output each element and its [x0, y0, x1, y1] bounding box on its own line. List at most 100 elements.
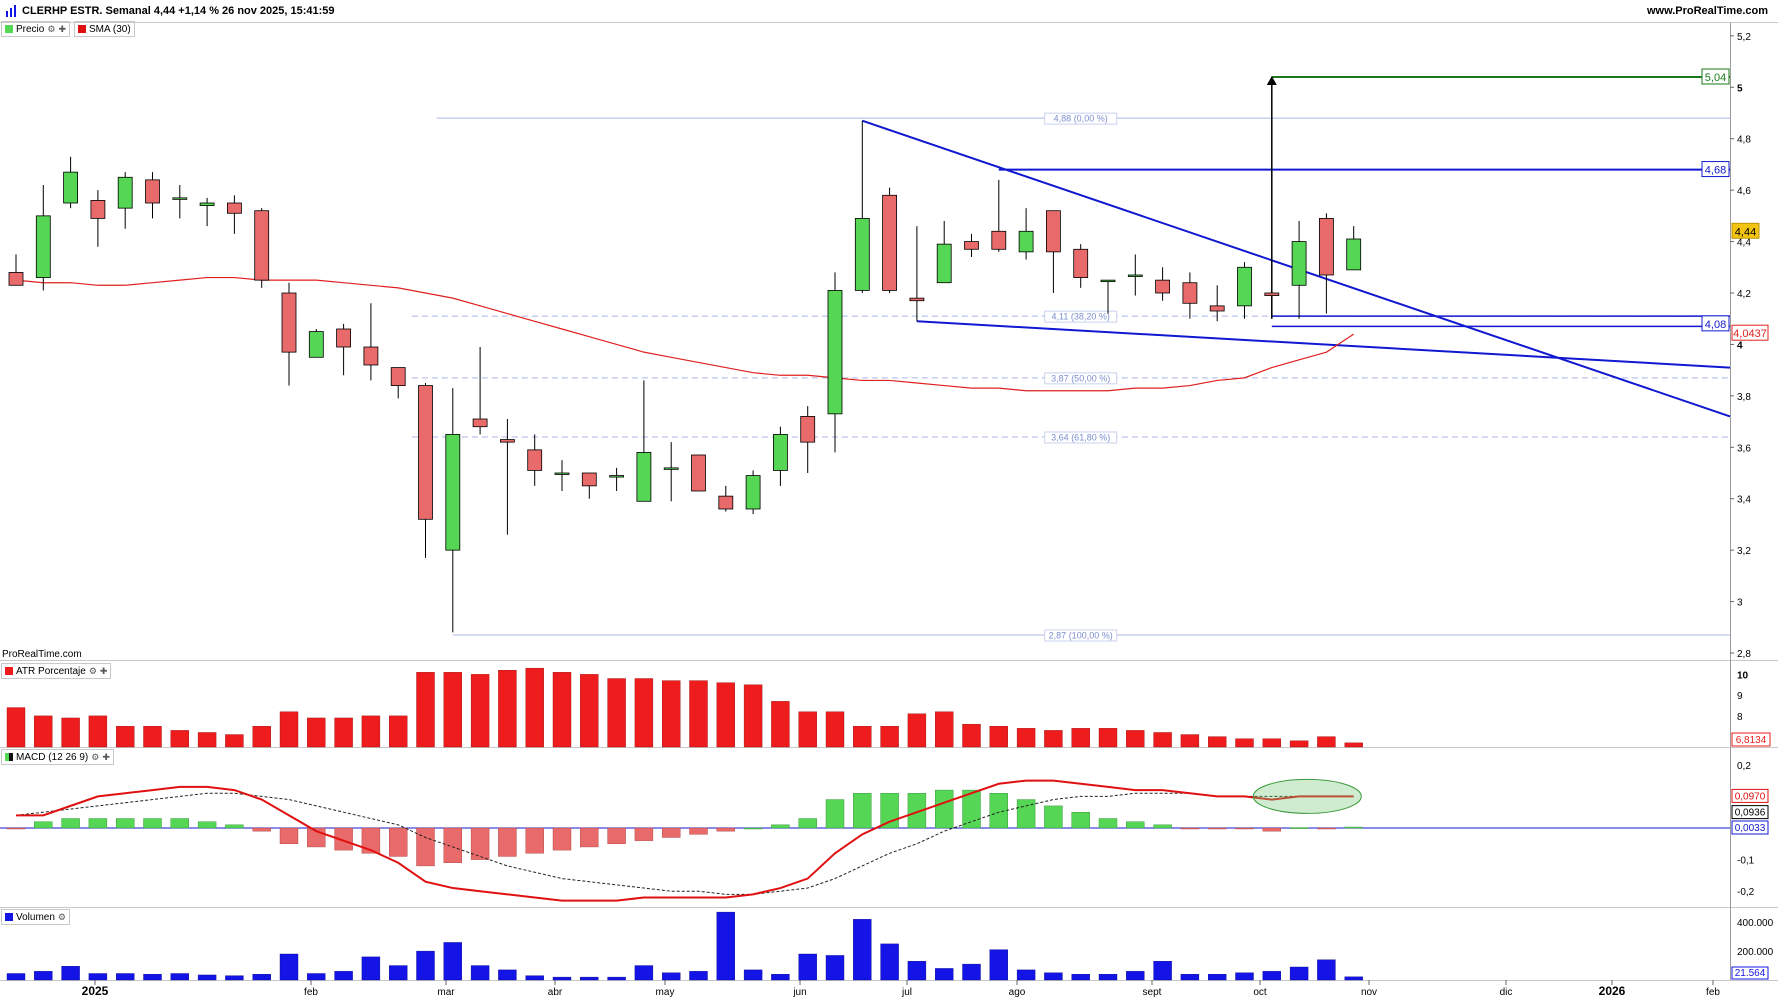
- volume-bar: [170, 973, 190, 981]
- volume-bar: [1071, 974, 1090, 981]
- atr-bar: [798, 711, 817, 748]
- macd-histogram-bar: [907, 793, 927, 829]
- candle-body: [336, 328, 352, 348]
- price-tick-label: 3: [1737, 598, 1743, 609]
- atr-bar: [498, 670, 517, 748]
- atr-bar: [1317, 736, 1336, 748]
- volume-bar: [115, 973, 135, 981]
- volume-bar: [1317, 959, 1336, 981]
- month-label: abr: [548, 987, 563, 998]
- macd-histogram-bar: [252, 827, 271, 832]
- wrench-icon[interactable]: ⚙: [88, 665, 97, 676]
- volume-bar: [1098, 974, 1118, 981]
- atr-bar: [470, 674, 490, 748]
- atr-bar: [389, 715, 408, 748]
- atr-bar: [143, 726, 162, 748]
- macd-histogram-bar: [88, 818, 108, 829]
- plus-icon[interactable]: ✚: [58, 23, 66, 34]
- site-link[interactable]: www.ProRealTime.com: [1646, 5, 1768, 17]
- volume-bar: [1289, 966, 1309, 981]
- price-legend: Precio ⚙ ✚ SMA (30): [1, 21, 135, 37]
- macd-histogram-bar: [798, 818, 817, 829]
- price-tick-label: 3,6: [1737, 443, 1751, 454]
- candle-body: [145, 179, 160, 204]
- legend-sma[interactable]: SMA (30): [73, 21, 135, 37]
- macd-histogram-bar: [1262, 827, 1282, 832]
- candle-body: [172, 197, 188, 200]
- candle-body: [1264, 292, 1280, 296]
- legend-price[interactable]: Precio ⚙ ✚: [1, 21, 70, 37]
- candle-body: [663, 467, 679, 470]
- candle-body: [1018, 230, 1034, 253]
- lower-trendline: [916, 320, 1731, 369]
- wrench-icon[interactable]: ⚙: [47, 23, 56, 34]
- month-label: 2026: [1599, 984, 1626, 998]
- volume-bar: [880, 943, 899, 981]
- candle-body: [418, 385, 433, 520]
- macd-histogram-bar: [143, 818, 162, 829]
- legend-atr[interactable]: ATR Porcentaje ⚙ ✚: [1, 663, 112, 679]
- macd-histogram-bar: [1126, 821, 1145, 829]
- macd-histogram-bar: [361, 827, 381, 854]
- month-label: 2025: [82, 984, 109, 998]
- atr-bar: [1126, 730, 1145, 748]
- macd-histogram-bar: [34, 821, 53, 829]
- month-label: feb: [1706, 987, 1720, 998]
- atr-bar: [662, 680, 681, 748]
- atr-bar: [416, 672, 435, 748]
- candle-body: [254, 210, 270, 281]
- volume-bar: [1262, 971, 1282, 981]
- atr-bar: [115, 726, 135, 748]
- plus-icon[interactable]: ✚: [99, 665, 108, 676]
- candle-body: [718, 495, 734, 510]
- plus-icon[interactable]: ✚: [102, 751, 110, 762]
- candle-body: [773, 434, 788, 471]
- candle-body: [800, 416, 816, 443]
- legend-macd[interactable]: MACD (12 26 9) ⚙ ✚: [1, 749, 114, 765]
- atr-bar: [1289, 740, 1309, 748]
- volume-bar: [607, 976, 626, 981]
- macd-histogram-bar: [771, 824, 790, 829]
- candle-body: [1209, 305, 1225, 312]
- candle-body: [117, 176, 133, 209]
- macd-last-box: [1731, 788, 1769, 803]
- volume-bar: [416, 950, 435, 981]
- legend-volume-label: Volumen: [16, 911, 55, 923]
- candle-body: [609, 475, 624, 478]
- fib-label-box: [1044, 431, 1118, 444]
- atr-bar: [1153, 732, 1172, 748]
- wrench-icon[interactable]: ⚙: [57, 911, 66, 922]
- macd-histogram-bar: [334, 827, 353, 851]
- legend-volume[interactable]: Volumen ⚙: [1, 909, 70, 925]
- legend-swatch: [5, 667, 13, 675]
- macd-histogram-bar: [225, 824, 244, 829]
- wrench-icon[interactable]: ⚙: [91, 751, 100, 762]
- volume-bar: [1044, 972, 1063, 981]
- atr-bar: [607, 678, 626, 748]
- volume-last-label: 21.564: [1735, 968, 1766, 979]
- volume-bar: [88, 973, 108, 981]
- volume-bar: [525, 975, 544, 981]
- chart-bars-icon: [6, 5, 16, 17]
- volume-bar: [252, 974, 271, 981]
- price-tag-label: 4,08: [1705, 319, 1726, 331]
- price-tick-label: 5,2: [1737, 32, 1751, 43]
- candle-body: [1346, 238, 1362, 271]
- atr-bar: [307, 717, 326, 748]
- macd-histogram-bar: [662, 827, 681, 838]
- atr-bar: [525, 667, 544, 748]
- macd-histogram-bar: [853, 793, 872, 829]
- month-label: nov: [1361, 987, 1377, 998]
- volume-bar: [1207, 974, 1227, 981]
- macd-histogram-bar: [962, 789, 981, 829]
- volume-bar: [1016, 969, 1036, 981]
- atr-bar: [1016, 728, 1036, 748]
- volume-bar: [34, 971, 53, 981]
- atr-bar: [853, 726, 872, 748]
- macd-histogram-bar: [525, 827, 544, 854]
- fib-label-box: [1044, 112, 1118, 125]
- candle-body: [90, 200, 106, 219]
- candle-body: [936, 243, 952, 284]
- macd-histogram-bar: [716, 827, 735, 832]
